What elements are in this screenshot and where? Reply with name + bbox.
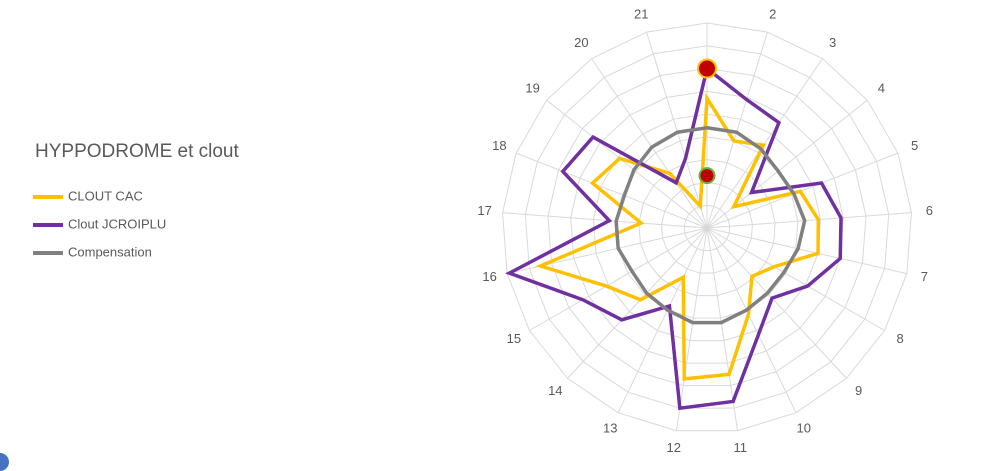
category-label: 5: [911, 138, 918, 153]
legend-label: Clout JCROIPLU: [68, 216, 166, 231]
spoke: [706, 227, 739, 431]
highlight-marker: [697, 58, 717, 79]
spoke: [706, 212, 912, 229]
spoke: [646, 31, 708, 229]
corner-handle: [0, 453, 9, 471]
legend-label: Compensation: [68, 244, 152, 259]
spoke: [502, 212, 708, 229]
spoke: [706, 58, 823, 229]
spoke: [706, 227, 907, 275]
category-label: 2: [769, 6, 776, 21]
spoke: [706, 227, 847, 379]
category-label: 21: [634, 6, 648, 21]
grid-ring: [683, 204, 731, 252]
spoke: [529, 227, 708, 331]
spoke: [567, 227, 708, 379]
spoke: [706, 31, 768, 229]
legend-label: CLOUT CAC: [68, 188, 143, 203]
spoke: [546, 99, 708, 229]
spoke: [706, 227, 885, 331]
grid-ring: [547, 68, 867, 387]
category-label: 14: [548, 383, 562, 398]
category-label: 12: [667, 440, 681, 455]
category-label: 4: [878, 80, 885, 95]
category-label: 13: [603, 420, 617, 435]
category-label: 8: [897, 331, 904, 346]
spoke: [706, 152, 899, 229]
category-label: 11: [733, 440, 747, 455]
category-label: 3: [829, 35, 836, 50]
grid-ring: [570, 90, 844, 364]
grid-ring: [592, 113, 822, 342]
category-label: 16: [482, 269, 496, 284]
series-line: [535, 92, 821, 381]
category-label: 7: [921, 269, 928, 284]
category-label: 18: [492, 138, 506, 153]
series-line: [505, 65, 843, 411]
category-label: 15: [507, 331, 521, 346]
spoke: [675, 227, 708, 431]
category-label: 20: [574, 35, 588, 50]
spoke: [706, 227, 797, 413]
chart-title: HYPPODROME et clout: [35, 141, 239, 162]
spoke: [515, 152, 708, 229]
highlight-marker: [698, 167, 716, 185]
category-label: 19: [525, 80, 539, 95]
category-label: 17: [477, 203, 491, 218]
spoke: [591, 58, 708, 229]
series-line: [614, 126, 807, 325]
spoke: [617, 227, 708, 413]
grid-ring: [502, 22, 912, 432]
category-label: 10: [797, 420, 811, 435]
category-label: 9: [855, 383, 862, 398]
grid-ring: [638, 159, 776, 297]
category-label: 6: [926, 203, 933, 218]
grid-ring: [524, 45, 890, 409]
